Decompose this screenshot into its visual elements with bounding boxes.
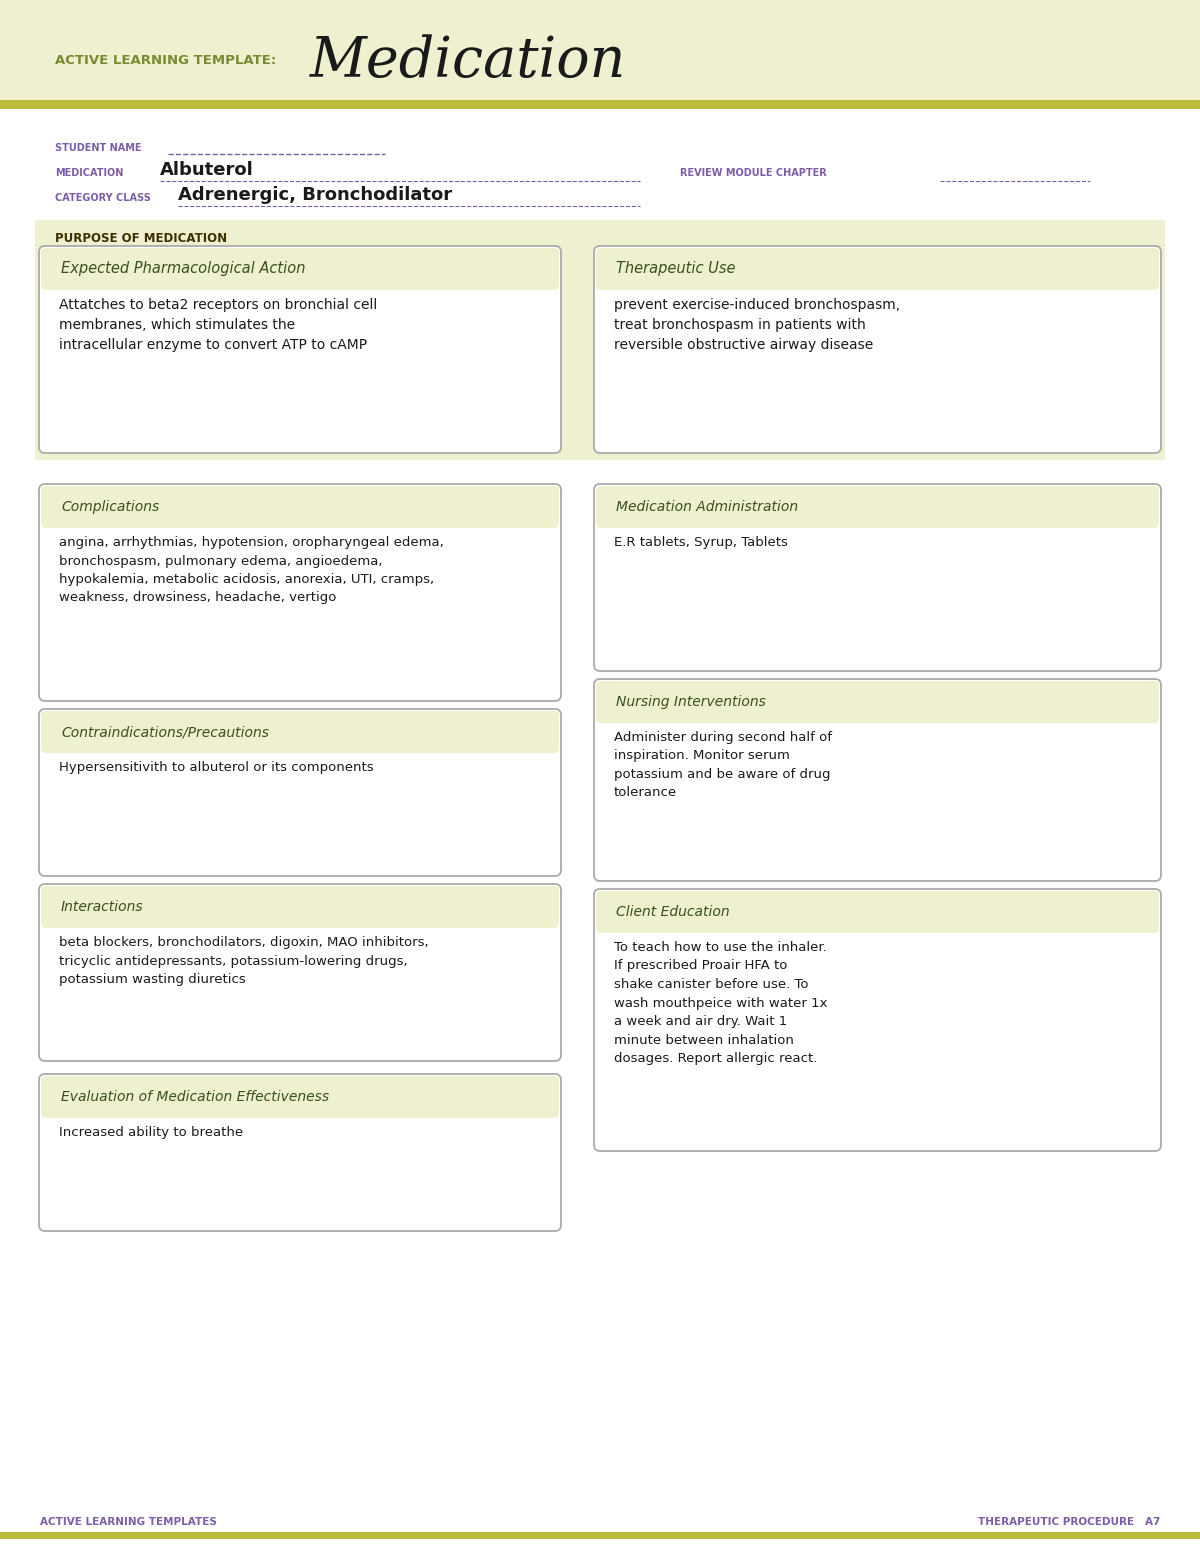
Text: ACTIVE LEARNING TEMPLATES: ACTIVE LEARNING TEMPLATES bbox=[40, 1517, 217, 1527]
Text: Expected Pharmacological Action: Expected Pharmacological Action bbox=[61, 261, 306, 276]
FancyBboxPatch shape bbox=[38, 710, 562, 876]
Text: Attatches to beta2 receptors on bronchial cell
membranes, which stimulates the
i: Attatches to beta2 receptors on bronchia… bbox=[59, 298, 377, 353]
FancyBboxPatch shape bbox=[594, 485, 1162, 671]
Text: To teach how to use the inhaler.
If prescribed Proair HFA to
shake canister befo: To teach how to use the inhaler. If pres… bbox=[614, 941, 828, 1065]
Bar bbox=[35, 221, 1165, 460]
FancyBboxPatch shape bbox=[38, 485, 562, 700]
FancyBboxPatch shape bbox=[596, 486, 1159, 528]
Bar bbox=[0, 99, 1200, 109]
FancyBboxPatch shape bbox=[41, 248, 559, 290]
Text: Evaluation of Medication Effectiveness: Evaluation of Medication Effectiveness bbox=[61, 1090, 329, 1104]
FancyBboxPatch shape bbox=[38, 245, 562, 453]
Text: beta blockers, bronchodilators, digoxin, MAO inhibitors,
tricyclic antidepressan: beta blockers, bronchodilators, digoxin,… bbox=[59, 936, 428, 986]
Text: Increased ability to breathe: Increased ability to breathe bbox=[59, 1126, 244, 1138]
FancyBboxPatch shape bbox=[594, 888, 1162, 1151]
FancyBboxPatch shape bbox=[594, 245, 1162, 453]
FancyBboxPatch shape bbox=[594, 679, 1162, 881]
Bar bbox=[0, 0, 1200, 99]
Text: Therapeutic Use: Therapeutic Use bbox=[616, 261, 736, 276]
Text: STUDENT NAME: STUDENT NAME bbox=[55, 143, 142, 154]
Bar bbox=[0, 1531, 1200, 1539]
Text: THERAPEUTIC PROCEDURE   A7: THERAPEUTIC PROCEDURE A7 bbox=[978, 1517, 1160, 1527]
Text: REVIEW MODULE CHAPTER: REVIEW MODULE CHAPTER bbox=[680, 168, 827, 179]
FancyBboxPatch shape bbox=[41, 887, 559, 929]
FancyBboxPatch shape bbox=[596, 891, 1159, 933]
FancyBboxPatch shape bbox=[596, 682, 1159, 724]
Text: Adrenergic, Bronchodilator: Adrenergic, Bronchodilator bbox=[178, 186, 452, 203]
Text: PURPOSE OF MEDICATION: PURPOSE OF MEDICATION bbox=[55, 231, 227, 244]
Text: Administer during second half of
inspiration. Monitor serum
potassium and be awa: Administer during second half of inspira… bbox=[614, 731, 832, 800]
Text: angina, arrhythmias, hypotension, oropharyngeal edema,
bronchospasm, pulmonary e: angina, arrhythmias, hypotension, oropha… bbox=[59, 536, 444, 604]
Text: prevent exercise-induced bronchospasm,
treat bronchospasm in patients with
rever: prevent exercise-induced bronchospasm, t… bbox=[614, 298, 900, 353]
FancyBboxPatch shape bbox=[596, 248, 1159, 290]
Text: CATEGORY CLASS: CATEGORY CLASS bbox=[55, 193, 151, 203]
Text: Contraindications/Precautions: Contraindications/Precautions bbox=[61, 725, 269, 739]
Text: Complications: Complications bbox=[61, 500, 160, 514]
FancyBboxPatch shape bbox=[41, 1076, 559, 1118]
FancyBboxPatch shape bbox=[38, 1075, 562, 1232]
FancyBboxPatch shape bbox=[41, 486, 559, 528]
Text: Nursing Interventions: Nursing Interventions bbox=[616, 696, 766, 710]
FancyBboxPatch shape bbox=[38, 884, 562, 1061]
Text: ACTIVE LEARNING TEMPLATE:: ACTIVE LEARNING TEMPLATE: bbox=[55, 53, 276, 67]
Text: Client Education: Client Education bbox=[616, 905, 730, 919]
Text: MEDICATION: MEDICATION bbox=[55, 168, 124, 179]
Text: Medication: Medication bbox=[310, 34, 626, 90]
Text: Interactions: Interactions bbox=[61, 901, 144, 915]
Text: Albuterol: Albuterol bbox=[160, 162, 253, 179]
Text: Hypersensitivith to albuterol or its components: Hypersensitivith to albuterol or its com… bbox=[59, 761, 373, 773]
Text: E.R tablets, Syrup, Tablets: E.R tablets, Syrup, Tablets bbox=[614, 536, 788, 550]
FancyBboxPatch shape bbox=[41, 711, 559, 753]
Text: Medication Administration: Medication Administration bbox=[616, 500, 798, 514]
